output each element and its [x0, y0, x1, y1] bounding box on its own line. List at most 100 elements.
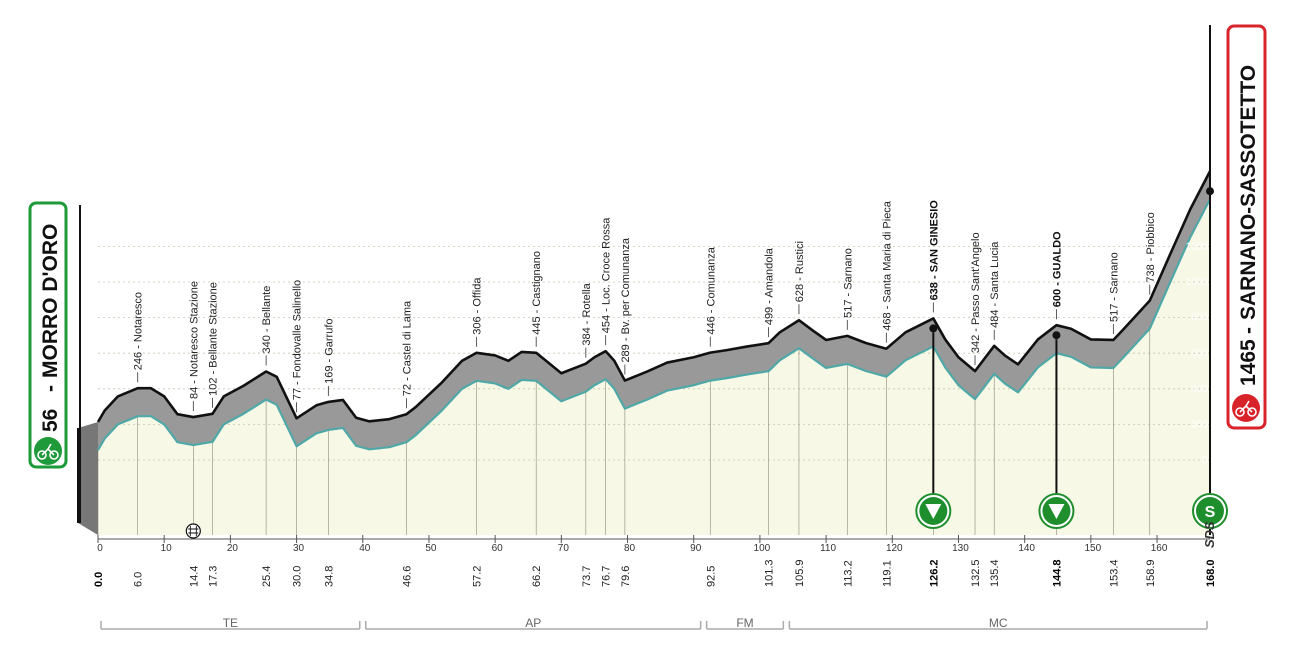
start-wall	[78, 422, 98, 535]
km-tick-label: 70	[558, 543, 570, 554]
cyclist-glyph-finish	[1235, 400, 1257, 417]
profile-gridlines	[97, 199, 1211, 535]
km-label: 79.6	[620, 566, 632, 587]
place-label: 169 - Garrufo	[323, 318, 335, 383]
place-label: 102 - Bellante Stazione	[208, 282, 220, 396]
km-tick-label: 60	[492, 543, 504, 554]
start-name: MORRO D'ORO	[39, 224, 62, 378]
place-label: 384 - Rotella	[581, 282, 593, 345]
start-badge-frame	[28, 201, 68, 469]
finish-cyclist-icon	[1232, 394, 1260, 422]
km-label: 14.4	[188, 566, 200, 587]
sprint-dot	[929, 324, 938, 333]
km-tick-label: 140	[1018, 543, 1035, 554]
altitude-tick-label: 800	[1191, 313, 1208, 324]
sprint-dot	[1052, 331, 1061, 340]
km-label: 105.9	[794, 559, 806, 587]
km-label: 101.3	[764, 559, 776, 587]
finish-dot	[1206, 187, 1214, 196]
place-label: 468 - Santa Maria di Pieca	[881, 200, 893, 331]
km-labels: 0.0 6.0 14.4 17.3 25.4 30.0 34.8 46.6 57.2 66.2 73…	[93, 559, 1217, 587]
km-tick-label: 160	[1151, 543, 1168, 554]
start-dash: -	[39, 385, 62, 392]
km-label: 34.8	[323, 566, 335, 587]
km-label: 168.0	[1205, 559, 1217, 587]
place-label: 84 - Notaresco Stazione	[188, 281, 200, 399]
province-label: MC	[989, 616, 1008, 630]
start-badge: 56 - MORRO D'ORO	[28, 201, 68, 469]
place-label: 77 - Fondovalle Salinello	[292, 280, 304, 400]
km-tick-label: 130	[952, 543, 969, 554]
place-label: 306 - Offida	[472, 277, 484, 335]
km-label: 92.5	[705, 566, 717, 587]
km-tick-label: 80	[624, 543, 636, 554]
km-label: 144.8	[1051, 559, 1063, 587]
finish-logo-text: SDS	[1202, 521, 1217, 548]
km-tick-label: 150	[1085, 543, 1102, 554]
km-label: 25.4	[261, 566, 273, 587]
place-label: 638 - SAN GINESIO	[928, 200, 940, 301]
profile-markers: S	[185, 187, 1228, 539]
finish-dash: -	[1237, 327, 1260, 334]
altitude-tick-label: 600	[1191, 348, 1208, 359]
altitude-tick-label: 1200	[1186, 241, 1209, 252]
place-label: 738 - Piobbico	[1145, 212, 1157, 282]
km-label: 135.4	[989, 559, 1001, 587]
plain-fill	[98, 199, 1210, 535]
altitude-tick-label: 0	[1202, 455, 1208, 466]
province-label: AP	[525, 616, 541, 630]
km-tick-label: 90	[690, 543, 702, 554]
valley-line	[97, 198, 1211, 451]
province-label: FM	[736, 616, 753, 630]
km-label: 132.5	[970, 559, 982, 587]
km-label: 57.2	[472, 566, 484, 587]
km-label: 126.2	[928, 559, 940, 587]
road-top-line	[96, 170, 1212, 423]
km-tick-label: 50	[425, 543, 437, 554]
finish-badge-frame	[1226, 24, 1267, 430]
km-label: 6.0	[133, 572, 145, 587]
finish-altitude: 1465	[1237, 339, 1260, 386]
place-labels: 246 - Notaresco 84 - Notaresco Stazione 10…	[133, 200, 1157, 413]
place-label: 600 - GUALDO	[1051, 231, 1063, 307]
start-altitude: 56	[39, 409, 62, 432]
km-label: 17.3	[208, 566, 220, 587]
km-tick-label: 100	[754, 543, 771, 554]
sprint-triangle-icon	[1048, 504, 1065, 519]
km-label: 158.9	[1145, 559, 1157, 587]
km-label: 153.4	[1108, 559, 1120, 587]
km-tick-label: 30	[293, 543, 305, 554]
altitude-scale: 0 200 400 600 800 1000 1200	[79, 25, 1211, 535]
finish-badge: 1465 - SARNANO-SASSOTETTO	[1226, 24, 1267, 430]
place-label: 517 - Sarnano	[1108, 252, 1120, 322]
start-cyclist-icon	[34, 437, 62, 465]
place-label: 454 - Loc. Croce Rossa	[601, 217, 613, 333]
place-label: 342 - Passo Sant'Angelo	[970, 232, 982, 353]
place-label: 446 - Comunanza	[705, 246, 717, 334]
profile-road-band	[77, 170, 1212, 535]
km-label: 46.6	[401, 566, 413, 587]
place-label: 289 - Bv. per Comunanza	[620, 237, 632, 362]
altitude-tick-label: 200	[1191, 419, 1208, 430]
province-label: TE	[223, 616, 238, 630]
km-tick-label: 20	[227, 543, 239, 554]
profile-plain-area	[98, 199, 1210, 535]
place-label: 72 - Castel di Lama	[401, 300, 413, 396]
km-tick-label: 40	[359, 543, 371, 554]
finish-marker-inner	[1196, 497, 1224, 525]
place-label: 246 - Notaresco	[133, 292, 145, 370]
km-label: 113.2	[842, 560, 854, 587]
km-label: 30.0	[292, 566, 304, 587]
altitude-tick-label: 1000	[1186, 277, 1209, 288]
km-tick-label: 10	[161, 543, 173, 554]
km-tick-label: 120	[886, 543, 903, 554]
place-label: 445 - Castignano	[531, 251, 543, 335]
altitude-tick-label: 400	[1191, 384, 1208, 395]
km-label: 119.1	[881, 560, 893, 587]
sprint-triangle-icon	[925, 504, 942, 519]
km-label: 66.2	[531, 566, 543, 587]
finish-s-icon: S	[1205, 504, 1216, 521]
province-bar: TE AP FM MC	[100, 616, 1208, 630]
level-crossing-icon	[185, 523, 201, 539]
place-label: 340 - Bellante	[261, 286, 273, 354]
